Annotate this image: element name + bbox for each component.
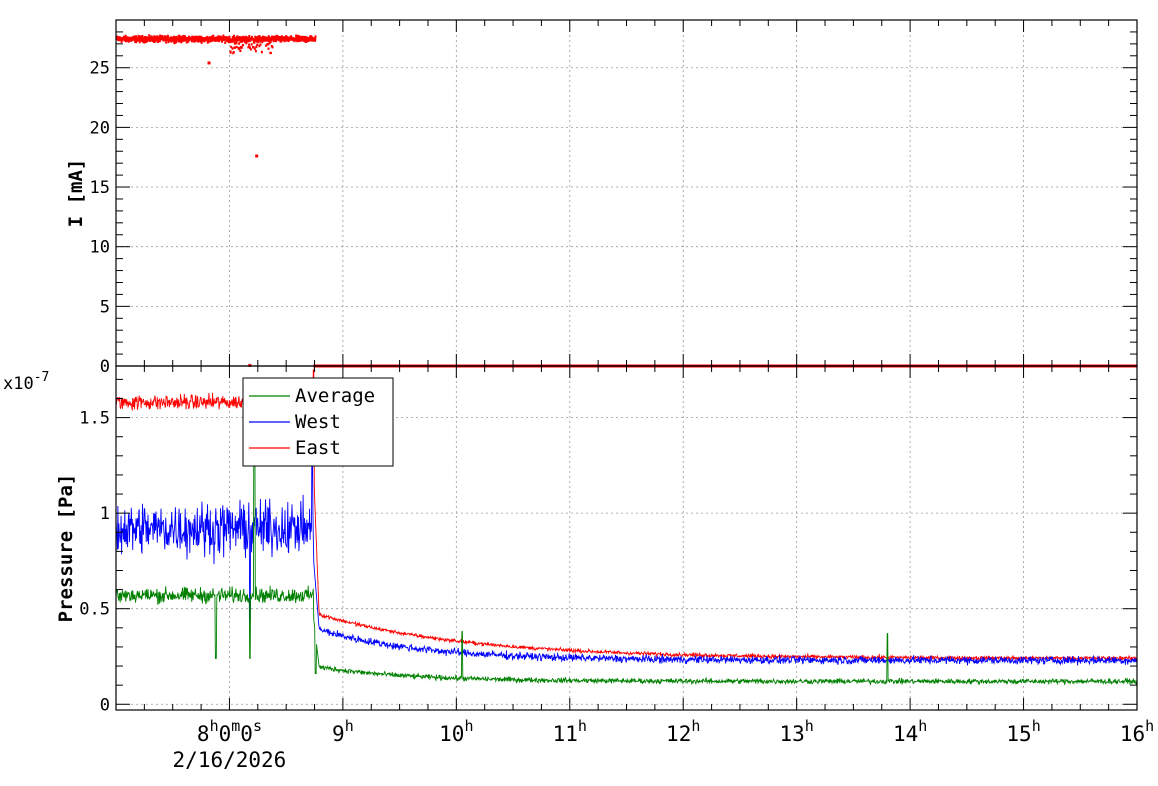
pressure-y-axis-title: Pressure [Pa]: [55, 474, 77, 623]
time-axis: 8h​0m​0s​2/16/2026 9h​ 10h​ 11h​ 12h​ 13h​ 14h…: [173, 717, 1155, 772]
pressure-scale-factor: x10-7: [3, 370, 49, 394]
legend: Average West East: [242, 377, 394, 467]
current-outlier-point: [207, 61, 211, 65]
current-y-tick-label: 0: [100, 357, 110, 377]
current-outlier-point: [255, 154, 259, 158]
pressure-series-west: [115, 436, 1138, 666]
current-y-tick-label: 20: [90, 118, 110, 138]
legend-label-east: East: [295, 437, 341, 459]
current-series-markers: [116, 34, 317, 55]
time-tick-label: 8h​0m​0s​: [197, 717, 262, 746]
time-tick-label: 13h​: [780, 717, 814, 746]
current-grid: [116, 20, 1137, 366]
pressure-panel: 0 0.5 1 1.5 Pressure [Pa] x10-7 Average West…: [3, 365, 1138, 715]
time-tick-label: 15h​: [1006, 717, 1040, 746]
pressure-y-tick-label: 0.5: [79, 600, 110, 620]
time-tick-label: 12h​: [666, 717, 700, 746]
current-y-axis-title: I [mA]: [65, 159, 87, 228]
legend-label-west: West: [295, 411, 341, 433]
pressure-y-tick-label: 1: [100, 504, 110, 524]
time-tick-label: 14h​: [893, 717, 927, 746]
current-panel: 0 5 10 15 20 25 I [mA]: [65, 19, 1138, 377]
time-tick-label: 11h​: [553, 717, 587, 746]
pressure-y-tick-label: 0: [100, 695, 110, 715]
time-tick-label: 16h​: [1120, 717, 1154, 746]
current-y-tick-label: 10: [90, 238, 110, 258]
pressure-series-average: [115, 388, 1138, 686]
time-tick-label: 9h​: [332, 717, 354, 746]
current-y-tick-label: 25: [90, 59, 110, 79]
time-tick-label: 10h​: [439, 717, 473, 746]
pressure-y-tick-label: 1.5: [79, 409, 110, 429]
current-series: [116, 34, 1137, 368]
time-axis-date: 2/16/2026: [173, 748, 287, 772]
legend-label-average: Average: [295, 385, 375, 407]
current-y-tick-label: 5: [100, 297, 110, 317]
pressure-y-ticks: 0 0.5 1 1.5: [79, 366, 1138, 715]
current-y-tick-label: 15: [90, 178, 110, 198]
current-y-ticks: 0 5 10 15 20 25: [90, 20, 1138, 377]
current-frame: [115, 19, 1138, 367]
